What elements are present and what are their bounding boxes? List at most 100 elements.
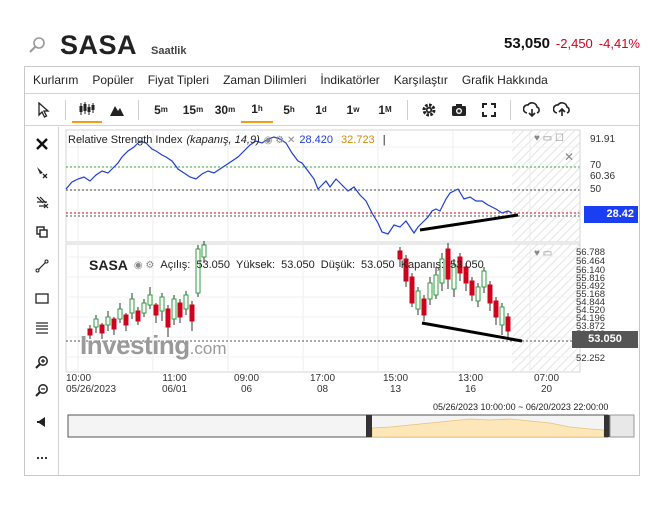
timeframe-number: 15 — [182, 102, 197, 117]
rectangle-icon[interactable] — [25, 287, 59, 309]
range-navigator-area — [371, 418, 605, 438]
timeframe-unit: m — [160, 105, 168, 114]
rsi-pane-controls[interactable]: ♥ ▭ ☐ — [534, 133, 564, 144]
timeframe-unit: m — [228, 105, 236, 114]
x-axis-tick: 15:00 13 — [383, 373, 408, 395]
gear-icon[interactable] — [414, 97, 444, 123]
x-axis-time: 09:00 — [234, 373, 260, 384]
cursor-icon[interactable] — [29, 97, 59, 123]
chart-canvas[interactable] — [60, 127, 639, 475]
rsi-controls[interactable]: ◉ ⚙ ✕ — [263, 134, 296, 146]
x-axis-date: 06/01 — [162, 384, 188, 395]
x-axis-date: 20 — [540, 384, 553, 395]
fullscreen-icon[interactable] — [474, 97, 504, 123]
rsi-legend: Relative Strength Index (kapanış, 14,9) … — [68, 134, 386, 146]
price-future-area — [512, 244, 580, 372]
rsi-current-badge: 28.42 — [584, 206, 638, 223]
more-icon[interactable] — [25, 447, 59, 469]
menu-item[interactable]: Grafik Hakkında — [461, 73, 548, 87]
timeframe-unit: M — [385, 105, 392, 114]
candle-body — [123, 314, 129, 326]
menu-item[interactable]: Fiyat Tipleri — [147, 73, 210, 87]
candle-body — [505, 316, 511, 332]
rsi-close-icon[interactable]: ✕ — [564, 150, 575, 164]
menu-item[interactable]: Zaman Dilimleri — [223, 73, 307, 87]
price-change-percent: -4,41% — [598, 36, 640, 51]
menu-item[interactable]: Popüler — [92, 73, 134, 87]
x-axis-date: 13 — [389, 384, 402, 395]
toolbar-divider — [65, 99, 66, 120]
candle-body — [475, 286, 481, 302]
download-icon[interactable] — [517, 97, 547, 123]
range-scroll[interactable] — [609, 414, 635, 438]
range-handle-left[interactable] — [366, 415, 372, 437]
candle-body — [487, 284, 493, 304]
mountain-chart-icon[interactable] — [102, 97, 132, 123]
x-axis-tick: 13:00 16 — [458, 373, 483, 395]
rsi-trend-line — [419, 213, 519, 232]
timeframe-unit: h — [257, 104, 263, 113]
rsi-future-area — [512, 130, 580, 242]
zoom-out-icon[interactable] — [25, 379, 59, 401]
candle-body — [397, 250, 403, 260]
last-price: 53,050 — [504, 35, 550, 52]
zoom-in-icon[interactable] — [25, 351, 59, 373]
candlestick-icon[interactable] — [72, 97, 102, 123]
price-axis-label: 54.844 — [576, 297, 606, 308]
fibonacci-icon[interactable] — [25, 317, 59, 339]
close-icon[interactable] — [25, 133, 59, 155]
trend-line-icon[interactable] — [25, 255, 59, 277]
price-axis-label: 54.520 — [576, 305, 606, 316]
menu-item[interactable]: Kurlarım — [33, 73, 79, 87]
magnet-icon[interactable] — [25, 191, 59, 213]
logo-text: Investing — [80, 330, 190, 360]
candle-body — [141, 302, 147, 314]
rsi-line — [65, 136, 513, 235]
price-axis-label: 52.252 — [576, 353, 606, 364]
toolbar-divider — [510, 99, 511, 120]
candle-body — [117, 308, 123, 320]
delete-drawings-icon[interactable] — [25, 161, 59, 183]
candle-body — [493, 300, 499, 318]
x-axis-date: 16 — [464, 384, 477, 395]
candle-body — [171, 298, 177, 320]
menu-item[interactable]: İndikatörler — [320, 73, 380, 87]
x-axis-time: 10:00 — [66, 373, 92, 384]
logo-suffix: .com — [189, 339, 227, 358]
candle-body — [183, 294, 189, 310]
camera-icon[interactable] — [444, 97, 474, 123]
rsi-value-2: 32.723 — [341, 134, 375, 146]
menu-bar: Kurlarım Popüler Fiyat Tipleri Zaman Diliml… — [25, 67, 639, 94]
candle-body — [195, 248, 201, 294]
close-label: Kapanış: — [400, 259, 445, 271]
candle-body — [99, 324, 105, 334]
candle-body — [463, 266, 469, 284]
price-controls[interactable]: ◉ ⚙ — [133, 259, 155, 271]
layers-icon[interactable] — [25, 221, 59, 243]
search-icon[interactable] — [28, 36, 46, 59]
candle-body — [433, 274, 439, 296]
price-current-badge: 53.050 — [572, 331, 638, 348]
price-trend-line — [421, 321, 523, 343]
price-pane-controls[interactable]: ♥ ▭ — [534, 248, 553, 259]
candle-body — [147, 294, 153, 306]
range-handle-right[interactable] — [604, 415, 610, 437]
candle-body — [409, 276, 415, 304]
candle-body — [427, 282, 433, 300]
timeframe-button[interactable]: 30 m — [209, 97, 241, 123]
rsi-axis-label: 70 — [590, 160, 602, 171]
volume-icon[interactable] — [25, 411, 59, 433]
timeframe-unit: h — [289, 105, 295, 114]
menu-item[interactable]: Karşılaştır — [393, 73, 448, 87]
timeframe-button[interactable]: 15 m — [177, 97, 209, 123]
high-value: 53.050 — [281, 259, 315, 271]
upload-icon[interactable] — [547, 97, 577, 123]
candle-body — [177, 302, 183, 318]
